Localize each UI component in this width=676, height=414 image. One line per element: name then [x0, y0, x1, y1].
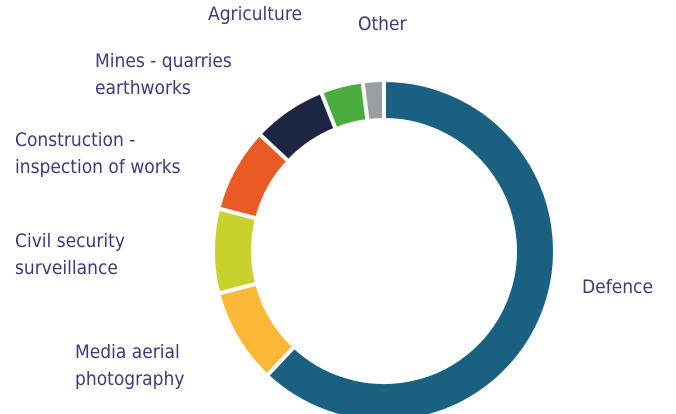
- label-line: Civil security: [15, 230, 125, 252]
- donut-segment: [360, 77, 386, 124]
- segment-label: Mines - quarries earthworks: [95, 50, 232, 99]
- segment-label: Defence: [582, 276, 653, 298]
- donut-segment: [264, 77, 557, 414]
- label-line: Agriculture: [208, 3, 302, 25]
- label-line: photography: [75, 368, 184, 390]
- segment-label: Construction - inspection of works: [15, 129, 181, 178]
- donut-segment: [211, 206, 260, 296]
- label-line: Other: [358, 13, 408, 35]
- label-line: Construction -: [15, 129, 135, 151]
- label-line: Mines - quarries: [95, 50, 232, 72]
- segment-label: Civil security surveillance: [15, 230, 125, 279]
- label-line: surveillance: [15, 257, 118, 279]
- label-line: Defence: [582, 276, 653, 298]
- segment-label: Agriculture: [208, 3, 302, 25]
- segment-label: Media aerial photography: [75, 341, 184, 390]
- label-line: earthworks: [95, 77, 191, 99]
- label-line: Media aerial: [75, 341, 180, 363]
- label-line: inspection of works: [15, 156, 181, 178]
- segment-label: Other: [358, 13, 408, 35]
